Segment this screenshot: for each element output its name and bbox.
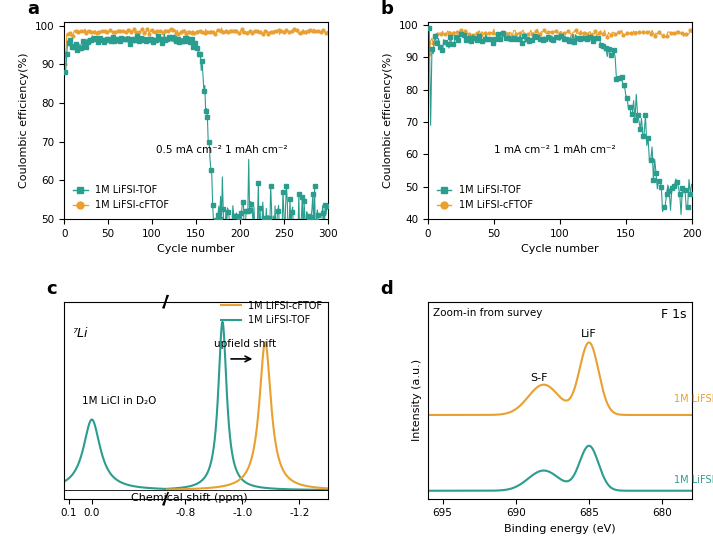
- X-axis label: Cycle number: Cycle number: [521, 244, 599, 254]
- Text: 1M LiFSI-cFTOF: 1M LiFSI-cFTOF: [674, 394, 713, 404]
- Text: 1M LiFSI-TOF: 1M LiFSI-TOF: [674, 475, 713, 485]
- Text: 1M LiCl in D₂O: 1M LiCl in D₂O: [83, 396, 157, 406]
- Y-axis label: Coulombic efficiency(%): Coulombic efficiency(%): [19, 53, 29, 188]
- X-axis label: Binding energy (eV): Binding energy (eV): [504, 524, 615, 534]
- Text: 1 mA cm⁻² 1 mAh cm⁻²: 1 mA cm⁻² 1 mAh cm⁻²: [494, 145, 615, 155]
- Text: Zoom-in from survey: Zoom-in from survey: [434, 307, 543, 318]
- Legend: 1M LiFSI-TOF, 1M LiFSI-cFTOF: 1M LiFSI-TOF, 1M LiFSI-cFTOF: [433, 181, 537, 214]
- Text: d: d: [381, 279, 394, 298]
- Text: S-F: S-F: [530, 373, 548, 383]
- Text: LiF: LiF: [581, 329, 597, 339]
- Text: upfield shift: upfield shift: [214, 339, 277, 349]
- Legend: 1M LiFSI-TOF, 1M LiFSI-cFTOF: 1M LiFSI-TOF, 1M LiFSI-cFTOF: [69, 181, 173, 214]
- Text: a: a: [27, 0, 39, 18]
- Text: ⁷Li: ⁷Li: [72, 327, 88, 340]
- Text: b: b: [381, 0, 394, 18]
- Text: F 1s: F 1s: [661, 307, 687, 321]
- Legend: 1M LiFSI-cFTOF, 1M LiFSI-TOF: 1M LiFSI-cFTOF, 1M LiFSI-TOF: [217, 296, 326, 329]
- Text: c: c: [46, 279, 56, 298]
- Text: 0.5 mA cm⁻² 1 mAh cm⁻²: 0.5 mA cm⁻² 1 mAh cm⁻²: [156, 145, 288, 155]
- Y-axis label: Coulombic efficiency(%): Coulombic efficiency(%): [383, 53, 393, 188]
- Y-axis label: Intensity (a.u.): Intensity (a.u.): [412, 359, 422, 441]
- X-axis label: Cycle number: Cycle number: [157, 244, 235, 254]
- Text: Chemical shift (ppm): Chemical shift (ppm): [130, 493, 247, 504]
